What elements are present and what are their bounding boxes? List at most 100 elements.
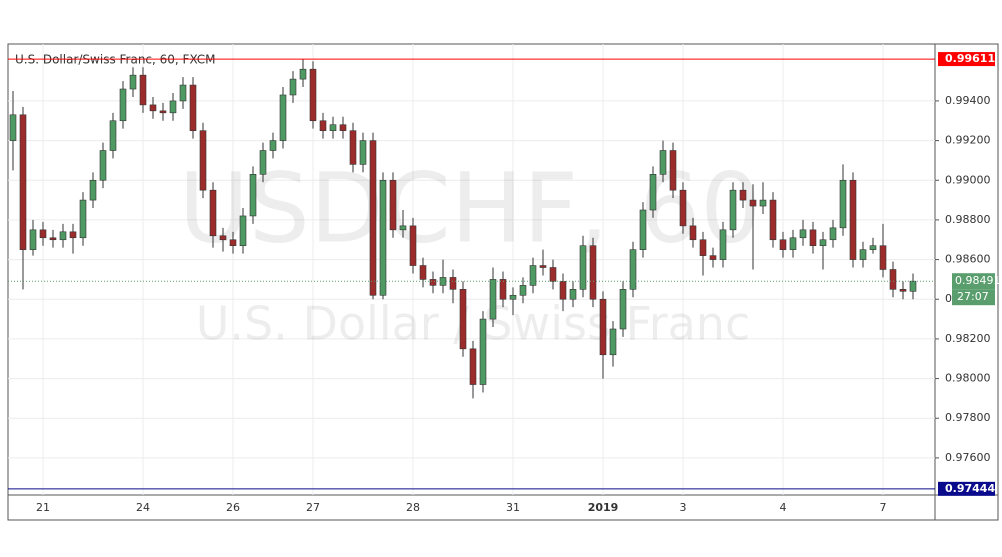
candle-body <box>369 140 377 296</box>
candle-body <box>569 289 577 300</box>
level-label: 0.99611 <box>945 52 995 65</box>
candle-body <box>859 249 867 260</box>
candle-body <box>739 189 747 201</box>
candle-body <box>659 150 667 175</box>
countdown-box <box>952 289 995 306</box>
candle-body <box>19 114 27 250</box>
y-tick-label: 0.97800 <box>945 411 991 424</box>
last-price-box <box>952 273 995 290</box>
candle-body <box>159 110 167 114</box>
y-tick-label: 0.99000 <box>945 173 991 186</box>
candle-body <box>339 124 347 131</box>
x-tick-label: 3 <box>680 501 687 514</box>
candle-body <box>879 245 887 270</box>
candle-body <box>169 100 177 114</box>
candle-body <box>689 225 697 241</box>
level-label: 0.97444 <box>945 482 995 495</box>
candle-body <box>129 74 137 90</box>
candle-body <box>189 84 197 131</box>
candle-body <box>119 88 127 122</box>
y-tick-label: 0.98200 <box>945 332 991 345</box>
candle-body <box>789 237 797 250</box>
candle-body <box>9 114 17 141</box>
candles <box>9 59 917 399</box>
x-tick-label: 28 <box>406 501 420 514</box>
candle-body <box>809 229 817 247</box>
candle-body <box>909 280 917 292</box>
candle-body <box>779 239 787 250</box>
candle-body <box>669 150 677 191</box>
candle-body <box>649 174 657 211</box>
candle-body <box>349 130 357 165</box>
candle-body <box>309 68 317 122</box>
candle-body <box>399 225 407 231</box>
candle-body <box>549 267 557 282</box>
candle-body <box>39 229 47 239</box>
candle-body <box>519 285 527 296</box>
candle-body <box>679 189 687 227</box>
candle-body <box>299 68 307 80</box>
y-tick-label: 0.98000 <box>945 372 991 385</box>
candle-body <box>209 189 217 237</box>
candle-body <box>799 229 807 239</box>
candle-body <box>279 94 287 141</box>
candle-body <box>329 124 337 131</box>
candle-body <box>149 104 157 112</box>
candle-body <box>219 235 227 241</box>
candle-body <box>719 229 727 260</box>
candle-body <box>709 255 717 260</box>
candle-body <box>889 269 897 290</box>
candle-body <box>699 239 707 256</box>
candle-body <box>899 289 907 292</box>
candle-body <box>539 265 547 268</box>
candle-body <box>59 231 67 241</box>
candle-body <box>319 120 327 131</box>
candle-body <box>759 199 767 207</box>
x-tick-label: 2019 <box>588 501 619 514</box>
candle-body <box>839 179 847 229</box>
candle-body <box>179 84 187 102</box>
candle-body <box>409 225 417 266</box>
x-tick-label: 26 <box>226 501 240 514</box>
level-label-box <box>938 481 995 496</box>
y-tick-label: 0.98600 <box>945 253 991 266</box>
candle-body <box>609 328 617 356</box>
candle-body <box>79 199 87 239</box>
candle-body <box>579 245 587 290</box>
x-tick-label: 24 <box>136 501 150 514</box>
level-label-box <box>938 52 995 67</box>
candle-body <box>199 130 207 191</box>
y-tick-label: 0.97600 <box>945 451 991 464</box>
candle-body <box>449 277 457 290</box>
candle-body <box>489 279 497 320</box>
candle-body <box>99 150 107 181</box>
candle-body <box>869 245 877 250</box>
candle-body <box>419 265 427 280</box>
candle-body <box>269 140 277 151</box>
x-tick-label: 7 <box>880 501 887 514</box>
candle-body <box>499 279 507 300</box>
candle-body <box>729 189 737 231</box>
candle-body <box>589 245 597 300</box>
candle-body <box>829 227 837 241</box>
candle-body <box>479 318 487 385</box>
candle-body <box>379 179 387 296</box>
candle-body <box>239 215 247 247</box>
candle-body <box>49 237 57 241</box>
candle-body <box>769 199 777 241</box>
grid <box>8 44 935 495</box>
candle-body <box>849 179 857 260</box>
candle-body <box>749 199 757 207</box>
candle-body <box>509 294 517 300</box>
candle-body <box>249 174 257 217</box>
candle-body <box>529 265 537 286</box>
candle-body <box>139 74 147 106</box>
candle-body <box>599 298 607 356</box>
y-tick-label: 0.98800 <box>945 213 991 226</box>
candle-body <box>69 231 77 239</box>
y-tick-label: 0.99400 <box>945 94 991 107</box>
x-tick-label: 27 <box>306 501 320 514</box>
candle-body <box>429 279 437 286</box>
candle-body <box>289 78 297 96</box>
